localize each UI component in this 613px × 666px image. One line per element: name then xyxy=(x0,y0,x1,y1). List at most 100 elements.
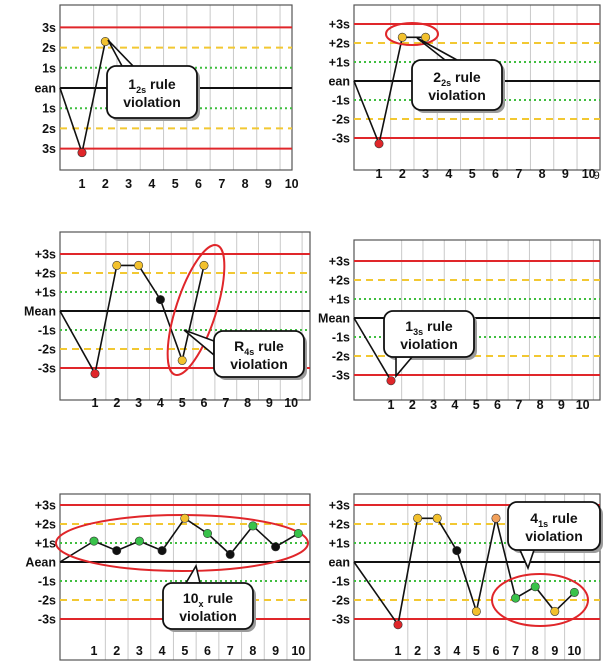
y-axis-label: -2s xyxy=(38,594,56,608)
chart-panel-1: 3s 2s 1s ean 1s 2s 3s 1 2 3 4 5 6 7 8 9 10 12s ruleviolat… xyxy=(34,4,299,191)
callout-violation-label: violation xyxy=(123,94,181,110)
y-axis-label: ean xyxy=(34,82,56,96)
x-axis-label: 5 xyxy=(473,644,480,658)
x-axis-label: 9 xyxy=(562,167,569,181)
y-axis-label: -2s xyxy=(332,113,350,127)
x-axis-label: 2 xyxy=(414,644,421,658)
x-axis-label: 1 xyxy=(376,167,383,181)
x-axis-label: 5 xyxy=(172,177,179,191)
x-axis-label: 3 xyxy=(434,644,441,658)
y-axis-label: -1s xyxy=(332,94,350,108)
data-point xyxy=(77,148,87,158)
x-axis-label: 10 xyxy=(567,644,581,658)
x-axis-label: 9 xyxy=(266,396,273,410)
x-axis-label: 4 xyxy=(451,398,458,412)
violation-highlight-ellipse xyxy=(491,573,589,627)
data-point xyxy=(89,536,99,546)
y-axis-label: Aean xyxy=(25,556,56,570)
y-axis-label: +2s xyxy=(35,267,56,281)
y-axis-label: 2s xyxy=(42,41,56,55)
x-axis-label: 5 xyxy=(181,644,188,658)
callout-box xyxy=(213,330,305,378)
x-axis-label: 9 xyxy=(272,644,279,658)
y-axis-label: +2s xyxy=(329,37,350,51)
data-point xyxy=(421,32,431,42)
x-axis-label: 10 xyxy=(285,177,299,191)
data-series-line xyxy=(353,317,392,382)
x-axis-label: 6 xyxy=(195,177,202,191)
x-axis-label: 2 xyxy=(113,396,120,410)
data-point xyxy=(157,546,167,556)
x-axis-label: 9 xyxy=(551,644,558,658)
y-axis-label: -1s xyxy=(332,331,350,345)
x-axis-label: 8 xyxy=(249,644,256,658)
chart-panel-3: +3s +2s +1s Mean -1s -2s -3s 1 2 3 4 5 6 7 8 9 10 R4s rul… xyxy=(24,231,311,410)
x-axis-label: 10 xyxy=(291,644,305,658)
callout-box xyxy=(162,582,254,630)
data-point xyxy=(386,376,396,386)
y-axis-label: Mean xyxy=(24,305,56,319)
x-axis-label: 10 xyxy=(284,396,298,410)
y-axis-label: -1s xyxy=(38,575,56,589)
x-axis-label: 6 xyxy=(492,167,499,181)
y-axis-label: 1s xyxy=(42,61,56,75)
y-axis-label: -1s xyxy=(332,575,350,589)
chart-panel-4: +3s +2s +1s Mean -1s -2s -3s 1 2 3 4 5 6 7 8 9 10 13s rul… xyxy=(318,239,601,412)
callout-rule-name: R4s rule xyxy=(234,338,284,357)
y-axis-label: -3s xyxy=(332,369,350,383)
x-axis-label: 2 xyxy=(399,167,406,181)
data-point xyxy=(374,139,384,149)
callout-rule-name: 41s rule xyxy=(530,510,578,529)
x-axis-label: 2 xyxy=(102,177,109,191)
panel-frame xyxy=(59,231,311,401)
x-axis-label: 5 xyxy=(469,167,476,181)
x-axis-label: 1 xyxy=(79,177,86,191)
callout-rule-name: 12s rule xyxy=(128,76,176,95)
x-axis-label: 3 xyxy=(125,177,132,191)
x-axis-label: 8 xyxy=(244,396,251,410)
x-axis-label: 9 xyxy=(558,398,565,412)
data-point xyxy=(550,606,560,616)
x-axis-label: 8 xyxy=(537,398,544,412)
y-axis-label: 2s xyxy=(42,122,56,136)
data-point xyxy=(90,369,100,379)
data-point xyxy=(413,513,423,523)
callout-box xyxy=(106,65,198,119)
data-point xyxy=(112,260,122,270)
x-axis-label: 6 xyxy=(204,644,211,658)
callout-pointer xyxy=(107,39,135,67)
data-point xyxy=(393,620,403,630)
x-axis-label: 9 xyxy=(265,177,272,191)
data-point xyxy=(569,587,579,597)
x-axis-label: 2 xyxy=(409,398,416,412)
callout-rule-name: 22s rule xyxy=(433,69,481,88)
y-axis-label: +3s xyxy=(329,255,350,269)
data-point xyxy=(134,260,144,270)
callout-pointer xyxy=(395,356,414,379)
callout-pointer xyxy=(518,549,536,571)
x-axis-label: 7 xyxy=(512,644,519,658)
data-point xyxy=(530,582,540,592)
callout-box xyxy=(507,501,601,551)
y-axis-label: +2s xyxy=(35,518,56,532)
x-axis-label: 4 xyxy=(159,644,166,658)
x-axis-label: 7 xyxy=(515,167,522,181)
x-axis-label: 6 xyxy=(493,644,500,658)
data-point xyxy=(177,355,187,365)
y-axis-label: ean xyxy=(328,75,350,89)
x-axis-label: 7 xyxy=(218,177,225,191)
violation-highlight-ellipse xyxy=(385,22,439,46)
panel-frame xyxy=(353,4,601,171)
x-axis-label: 1 xyxy=(91,644,98,658)
panel-frame xyxy=(353,493,601,661)
data-point xyxy=(491,513,501,523)
data-point xyxy=(452,546,462,556)
data-point xyxy=(248,521,258,531)
panel-frame xyxy=(353,239,601,401)
y-axis-label: +1s xyxy=(35,286,56,300)
y-axis-label: -1s xyxy=(38,324,56,338)
